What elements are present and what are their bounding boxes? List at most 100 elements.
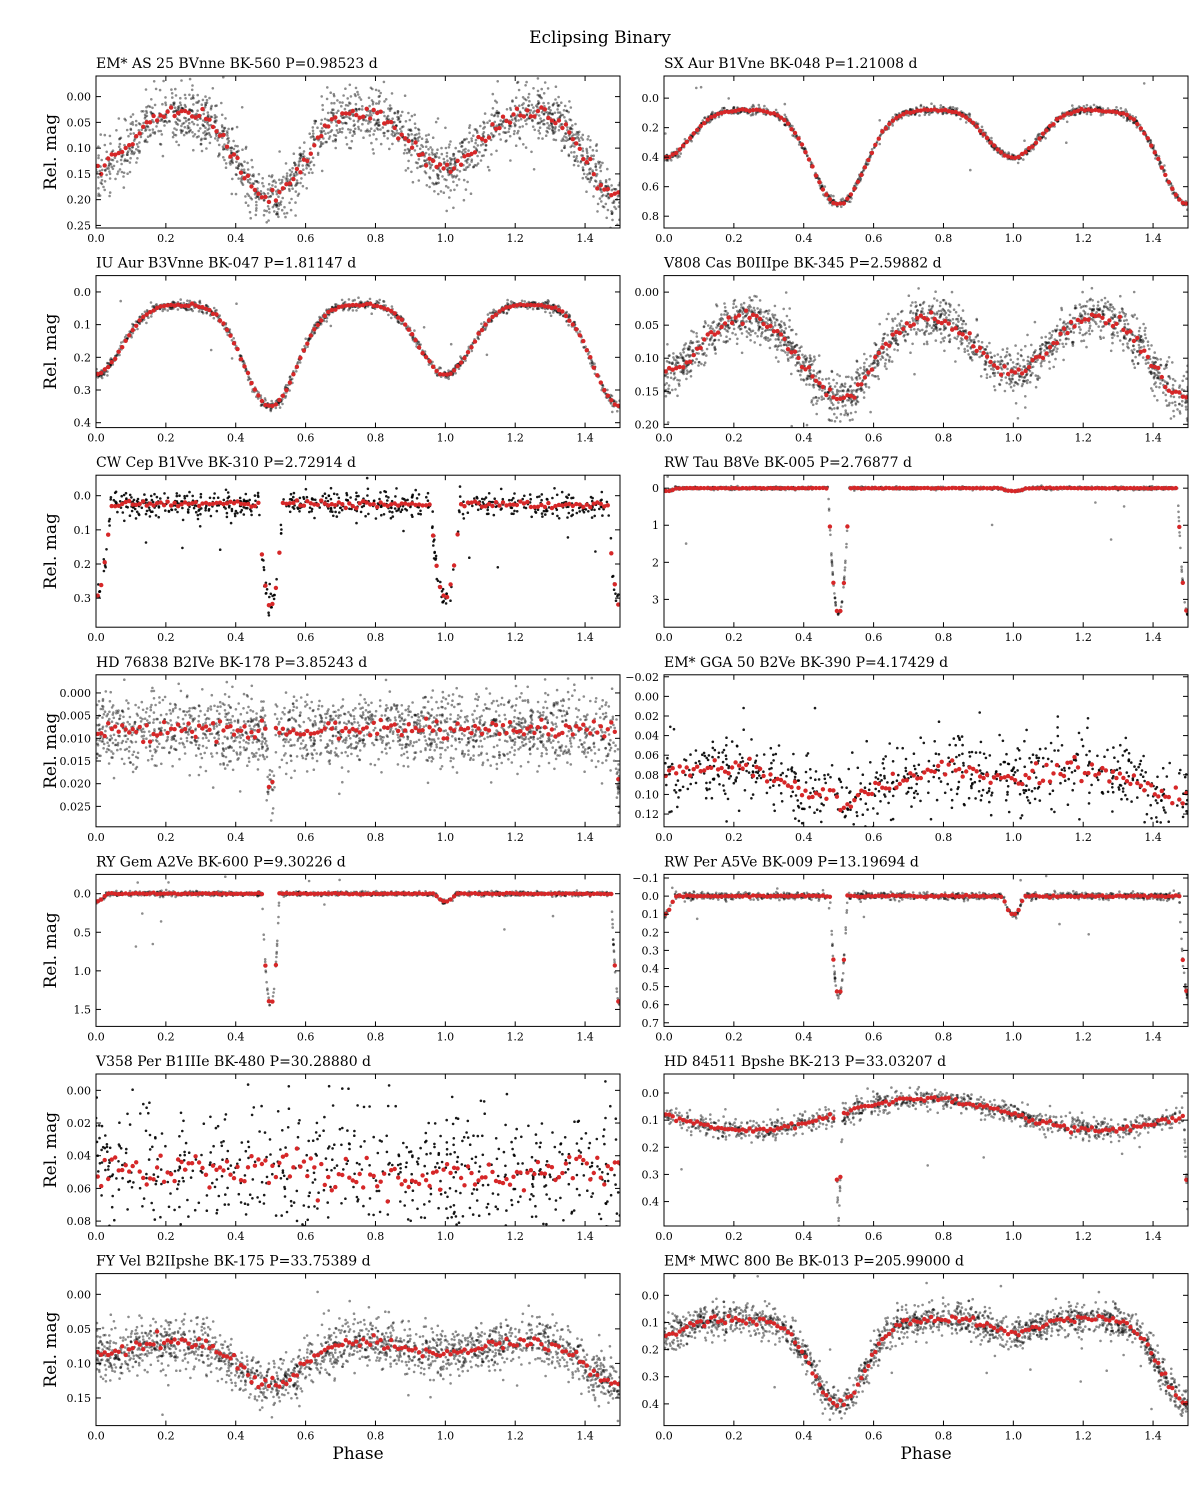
data-point bbox=[437, 177, 440, 180]
binned-point bbox=[494, 313, 498, 317]
data-point bbox=[727, 97, 730, 100]
binned-point bbox=[239, 357, 243, 361]
binned-point bbox=[312, 327, 316, 331]
binned-point bbox=[323, 314, 327, 318]
data-point bbox=[263, 209, 266, 212]
data-point bbox=[568, 100, 571, 103]
data-point bbox=[325, 320, 328, 323]
data-point bbox=[281, 179, 284, 182]
data-point bbox=[839, 420, 842, 423]
data-point bbox=[549, 312, 552, 315]
x-tick-label: 1.0 bbox=[437, 432, 455, 445]
data-point bbox=[242, 183, 245, 186]
data-point bbox=[210, 349, 213, 352]
data-point bbox=[519, 126, 522, 129]
data-point bbox=[428, 176, 431, 179]
binned-point bbox=[866, 158, 870, 162]
data-point bbox=[405, 120, 408, 123]
binned-point bbox=[165, 110, 169, 114]
data-point bbox=[177, 308, 180, 311]
data-point bbox=[419, 148, 422, 151]
data-point bbox=[516, 132, 519, 135]
data-point bbox=[611, 411, 614, 414]
binned-point bbox=[884, 126, 888, 130]
data-point bbox=[587, 135, 590, 138]
data-point bbox=[428, 186, 431, 189]
data-point bbox=[805, 383, 808, 386]
data-point bbox=[600, 188, 603, 191]
data-point bbox=[608, 178, 611, 181]
data-point bbox=[517, 119, 520, 122]
data-point bbox=[132, 132, 135, 135]
data-point bbox=[153, 80, 156, 83]
binned-point bbox=[393, 311, 397, 315]
data-point bbox=[140, 136, 143, 139]
data-point bbox=[477, 162, 480, 165]
data-point bbox=[505, 312, 508, 315]
data-point bbox=[750, 114, 753, 117]
data-point bbox=[131, 121, 134, 124]
data-point bbox=[463, 138, 466, 141]
data-point bbox=[417, 128, 420, 131]
binned-point bbox=[595, 373, 599, 377]
data-point bbox=[375, 89, 378, 92]
binned-point bbox=[434, 369, 438, 373]
data-point bbox=[136, 328, 139, 331]
data-point bbox=[435, 121, 438, 124]
data-point bbox=[1171, 192, 1174, 195]
binned-point bbox=[988, 140, 992, 144]
binned-point bbox=[964, 115, 968, 119]
data-point bbox=[424, 170, 427, 173]
data-point bbox=[108, 195, 111, 198]
data-point bbox=[369, 121, 372, 124]
data-point bbox=[368, 105, 371, 108]
data-point bbox=[210, 108, 213, 111]
data-point bbox=[468, 126, 471, 129]
binned-point bbox=[793, 131, 797, 135]
data-point bbox=[596, 210, 599, 213]
data-point bbox=[538, 114, 541, 117]
data-point bbox=[416, 167, 419, 170]
data-point bbox=[285, 180, 288, 183]
data-point bbox=[223, 159, 226, 162]
data-point bbox=[582, 134, 585, 137]
data-point bbox=[280, 200, 283, 203]
data-point bbox=[468, 141, 471, 144]
data-point bbox=[411, 140, 414, 143]
data-point bbox=[218, 144, 221, 147]
y-tick-label: 0.0 bbox=[642, 92, 660, 105]
data-point bbox=[432, 169, 435, 172]
binned-point bbox=[981, 132, 985, 136]
data-point bbox=[552, 129, 555, 132]
data-point bbox=[600, 170, 603, 173]
data-point bbox=[309, 148, 312, 151]
data-point bbox=[161, 133, 164, 136]
data-point bbox=[113, 165, 116, 168]
data-point bbox=[289, 174, 292, 177]
data-point bbox=[305, 164, 308, 167]
data-point bbox=[463, 199, 466, 202]
data-point bbox=[406, 152, 409, 155]
data-point bbox=[446, 155, 449, 158]
binned-point bbox=[113, 357, 117, 361]
data-point bbox=[268, 211, 271, 214]
data-point bbox=[553, 102, 556, 105]
data-point bbox=[471, 140, 474, 143]
binned-point bbox=[602, 388, 606, 392]
data-point bbox=[412, 181, 415, 184]
data-point bbox=[679, 152, 682, 155]
y-tick-label: 0.8 bbox=[642, 210, 660, 223]
data-point bbox=[560, 123, 563, 126]
data-point bbox=[548, 124, 551, 127]
panel-title: V808 Cas B0IIIpe BK-345 P=2.59882 d bbox=[663, 256, 942, 272]
data-point bbox=[456, 184, 459, 187]
data-point bbox=[520, 118, 523, 121]
data-point bbox=[461, 151, 464, 154]
data-point bbox=[174, 106, 177, 109]
data-point bbox=[110, 166, 113, 169]
data-point bbox=[833, 407, 836, 410]
y-axis-label: Rel. mag bbox=[41, 114, 61, 190]
data-point bbox=[556, 108, 559, 111]
data-point bbox=[107, 362, 110, 365]
data-point bbox=[372, 103, 375, 106]
